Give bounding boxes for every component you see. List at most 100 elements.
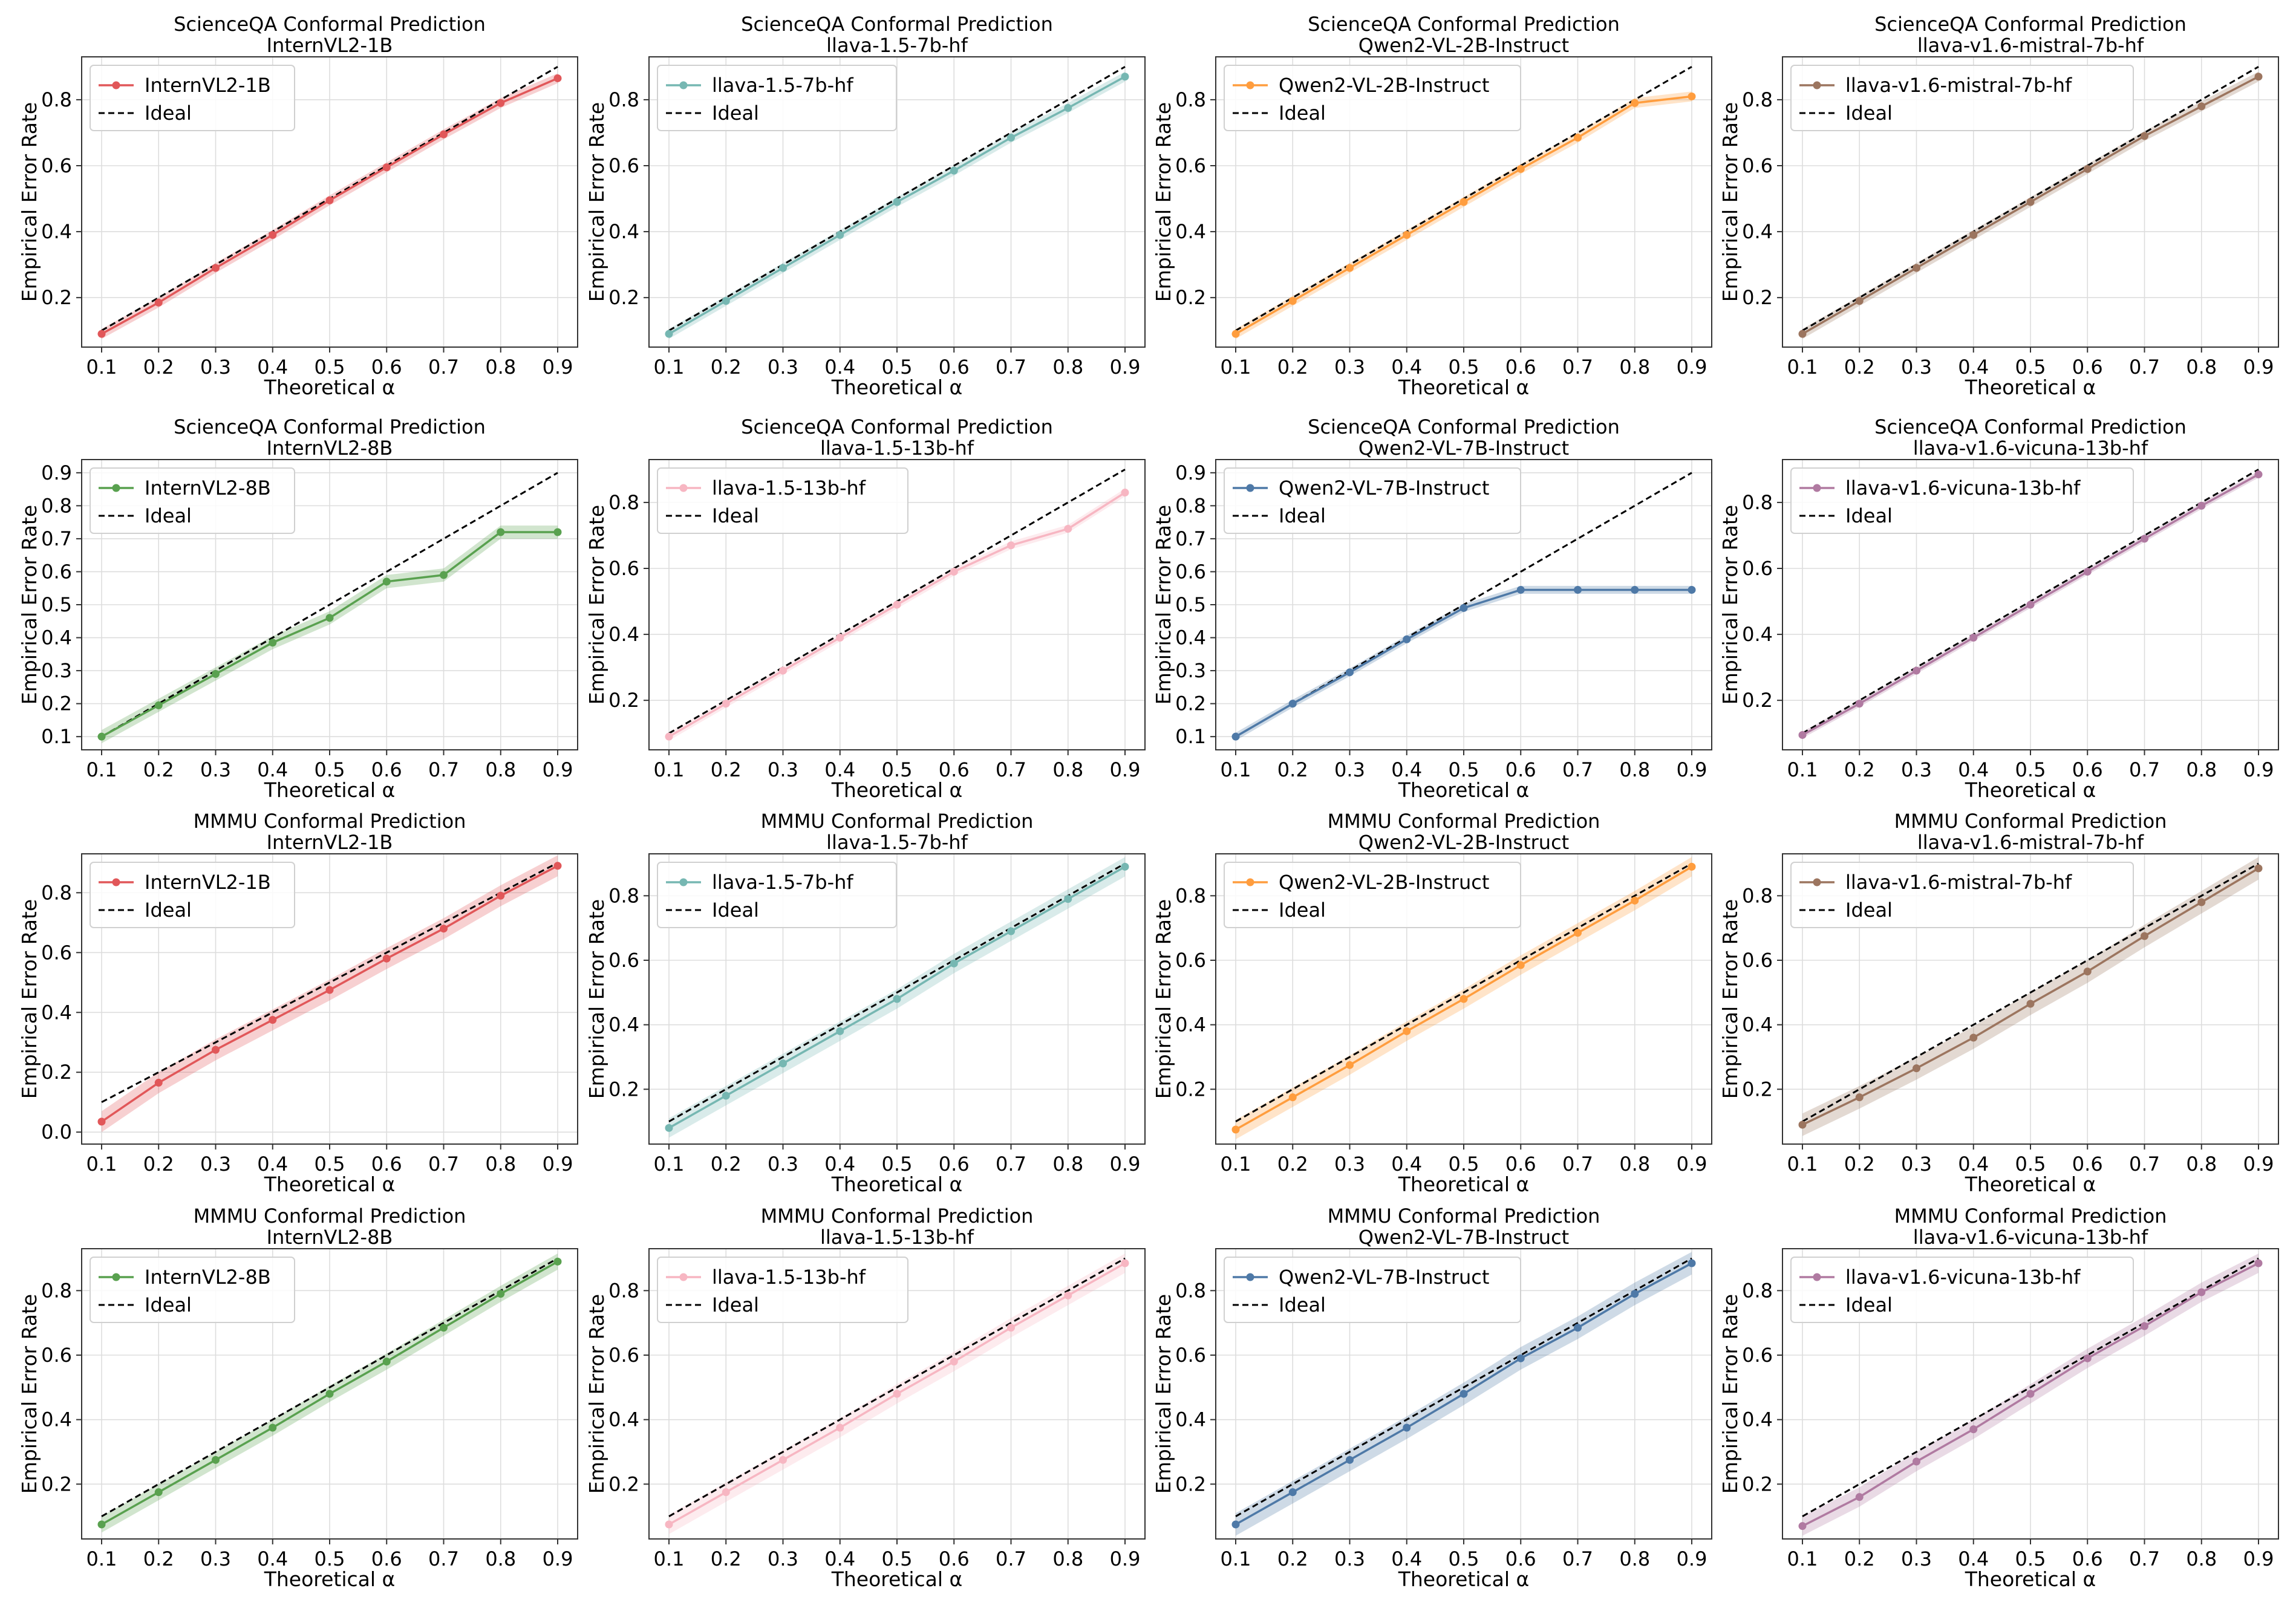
legend-series-marker xyxy=(1246,878,1254,886)
x-tick-label: 0.9 xyxy=(2243,1547,2274,1570)
chart-title: MMMU Conformal Prediction xyxy=(761,1205,1034,1228)
subplot-4: 0.1 0.2 0.3 0.4 0.5 0.6 0.7 0.8 0.9 0.2 0.4 0.6 0.8 S… xyxy=(1718,13,2279,399)
y-tick-label: 0.6 xyxy=(41,941,72,964)
data-point xyxy=(1345,264,1354,272)
legend-series-marker xyxy=(679,484,688,492)
legend-ideal-label: Ideal xyxy=(1279,899,1326,922)
chart-title: MMMU Conformal Prediction xyxy=(1328,1205,1600,1228)
legend: llava-v1.6-mistral-7b-hf Ideal xyxy=(1790,862,2134,928)
x-tick-label: 0.2 xyxy=(1844,1547,1875,1570)
x-tick-label: 0.5 xyxy=(315,758,345,781)
data-point xyxy=(497,891,505,900)
ideal-line xyxy=(668,862,1126,1122)
x-axis-label: Theoretical α xyxy=(1398,778,1530,802)
y-tick-label: 0.6 xyxy=(608,154,639,177)
y-tick-label: 0.6 xyxy=(1742,154,1773,177)
legend-box xyxy=(1790,65,2134,131)
data-point xyxy=(1345,1061,1354,1069)
legend-series-label: llava-v1.6-vicuna-13b-hf xyxy=(1845,476,2081,499)
data-point xyxy=(1631,896,1639,905)
chart-subtitle: Qwen2-VL-2B-Instruct xyxy=(1358,831,1569,854)
x-tick-label: 0.6 xyxy=(2072,1153,2103,1176)
y-axis-label: Empirical Error Rate xyxy=(1152,102,1175,302)
data-point xyxy=(1345,1455,1354,1464)
x-tick-label: 0.2 xyxy=(711,758,742,781)
x-axis-label: Theoretical α xyxy=(1965,778,2096,802)
data-point xyxy=(1855,1493,1864,1501)
chart-subtitle: InternVL2-8B xyxy=(267,1226,393,1249)
x-tick-label: 0.7 xyxy=(2129,758,2160,781)
x-tick-label: 0.1 xyxy=(1221,1153,1251,1176)
subplot-7: 0.1 0.2 0.3 0.4 0.5 0.6 0.7 0.8 0.9 0.1 0.2 0.3 0.4 0… xyxy=(1152,415,1712,802)
y-axis-label: Empirical Error Rate xyxy=(1718,505,1742,704)
y-tick-label: 0.8 xyxy=(1175,494,1206,517)
legend-series-marker xyxy=(1813,1273,1821,1281)
legend-series-marker xyxy=(1813,878,1821,886)
data-point xyxy=(1688,862,1696,871)
y-tick-label: 0.2 xyxy=(1742,689,1773,712)
chart-subtitle: llava-1.5-7b-hf xyxy=(826,831,968,854)
x-tick-label: 0.7 xyxy=(428,1547,459,1570)
x-tick-label: 0.9 xyxy=(2243,758,2274,781)
data-point xyxy=(1121,1259,1129,1267)
data-point xyxy=(2026,1000,2035,1008)
y-tick-label: 0.8 xyxy=(1742,491,1773,514)
x-tick-label: 0.7 xyxy=(1562,1547,1593,1570)
legend: Qwen2-VL-2B-Instruct Ideal xyxy=(1224,65,1521,131)
y-tick-label: 0.2 xyxy=(41,1472,72,1495)
y-tick-label: 0.8 xyxy=(41,1279,72,1302)
data-point xyxy=(1121,862,1129,871)
legend: llava-v1.6-mistral-7b-hf Ideal xyxy=(1790,65,2134,131)
y-tick-label: 0.4 xyxy=(608,1408,639,1431)
data-point xyxy=(382,163,391,172)
x-tick-label: 0.6 xyxy=(1505,1547,1536,1570)
y-tick-label: 0.2 xyxy=(1175,1078,1206,1101)
chart-subtitle: llava-1.5-13b-hf xyxy=(820,437,974,460)
legend-box xyxy=(90,862,295,928)
data-point xyxy=(1855,297,1864,305)
y-axis-label: Empirical Error Rate xyxy=(585,899,608,1099)
y-tick-label: 0.0 xyxy=(41,1120,72,1143)
subplot-11: 0.1 0.2 0.3 0.4 0.5 0.6 0.7 0.8 0.9 0.2 0.4 0.6 0.8 M… xyxy=(1152,810,1712,1196)
chart-subtitle: llava-1.5-13b-hf xyxy=(820,1226,974,1249)
data-point xyxy=(893,995,901,1003)
data-point xyxy=(2254,73,2263,81)
x-tick-label: 0.5 xyxy=(1449,356,1479,379)
legend-box xyxy=(1224,65,1521,131)
ideal-line xyxy=(1235,1257,1692,1517)
subplot-14: 0.1 0.2 0.3 0.4 0.5 0.6 0.7 0.8 0.9 0.2 0.4 0.6 0.8 M… xyxy=(585,1205,1146,1591)
y-axis-label: Empirical Error Rate xyxy=(585,505,608,704)
y-tick-label: 0.8 xyxy=(1175,88,1206,111)
legend-series-label: llava-v1.6-mistral-7b-hf xyxy=(1845,74,2072,97)
x-tick-label: 0.3 xyxy=(200,1547,231,1570)
data-point xyxy=(1855,700,1864,708)
legend-series-label: llava-1.5-13b-hf xyxy=(712,1266,866,1289)
chart-title: MMMU Conformal Prediction xyxy=(194,1205,466,1228)
x-tick-label: 0.2 xyxy=(1844,758,1875,781)
y-axis-label: Empirical Error Rate xyxy=(1152,899,1175,1099)
legend-ideal-label: Ideal xyxy=(1845,1293,1893,1316)
y-tick-label: 0.3 xyxy=(1175,659,1206,682)
data-point xyxy=(2254,1259,2263,1267)
data-point xyxy=(497,1290,505,1298)
y-axis-label: Empirical Error Rate xyxy=(18,102,41,302)
ideal-line xyxy=(1235,862,1692,1122)
x-tick-label: 0.1 xyxy=(1221,1547,1251,1570)
data-point xyxy=(1403,1027,1411,1035)
data-point xyxy=(1631,585,1639,594)
data-point xyxy=(2026,198,2035,206)
legend: llava-1.5-13b-hf Ideal xyxy=(657,467,908,534)
y-axis-label: Empirical Error Rate xyxy=(585,102,608,302)
chart-title: MMMU Conformal Prediction xyxy=(1328,810,1600,833)
y-tick-label: 0.2 xyxy=(41,286,72,309)
x-tick-label: 0.4 xyxy=(257,1153,288,1176)
data-point xyxy=(97,732,106,741)
x-tick-label: 0.5 xyxy=(1449,758,1479,781)
y-tick-label: 0.8 xyxy=(608,88,639,111)
data-point xyxy=(440,571,448,579)
y-tick-label: 0.2 xyxy=(608,1472,639,1495)
x-tick-label: 0.4 xyxy=(1958,1547,1989,1570)
y-tick-label: 0.4 xyxy=(41,1001,72,1024)
x-tick-label: 0.9 xyxy=(2243,1153,2274,1176)
y-axis-label: Empirical Error Rate xyxy=(1718,102,1742,302)
